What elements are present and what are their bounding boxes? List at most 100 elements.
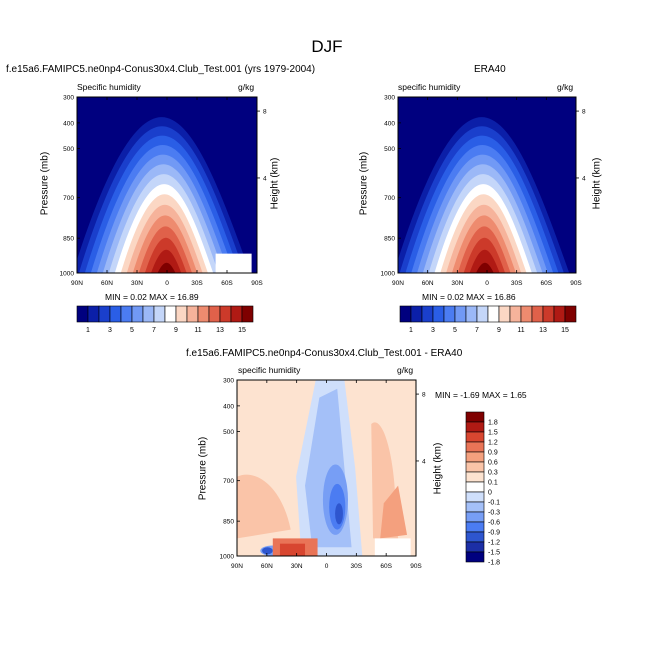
colorbar-left-swatch (208, 305, 221, 323)
panel3-y-tick-label: 500 (223, 429, 234, 436)
panel1-x-tick-label: 90N (71, 280, 83, 287)
panel2-x-tick-label: 60S (541, 280, 553, 287)
colorbar-right-label: 11 (517, 327, 524, 334)
colorbar-right-swatch (421, 305, 434, 323)
panel1-x-tick-label: 30S (191, 280, 203, 287)
colorbar-diff-label: 0.3 (488, 470, 498, 477)
colorbar-left-swatch (153, 305, 166, 323)
colorbar-right-swatch (399, 305, 412, 323)
colorbar-right-label: 13 (539, 327, 547, 334)
colorbar-right-label: 9 (497, 327, 501, 334)
panel1-y-tick-label: 700 (63, 195, 74, 202)
panel2-plot (397, 96, 577, 274)
panel1-y-tick-label: 300 (63, 95, 74, 102)
panel2-y-tick-label: 850 (384, 236, 395, 243)
colorbar-right-swatch (410, 305, 423, 323)
panel3-units-label: g/kg (397, 365, 414, 375)
colorbar-diff-label: -0.3 (488, 510, 500, 517)
colorbar-diff-label: -1.8 (488, 560, 500, 567)
panel3-anomaly-pos-5 (279, 543, 306, 556)
colorbar-right-swatch (454, 305, 467, 323)
panel3-stats: MIN = -1.69 MAX = 1.65 (435, 390, 527, 400)
colorbar-diff-swatch (465, 421, 485, 433)
panel2-stats: MIN = 0.02 MAX = 16.86 (422, 292, 516, 302)
panel3-missing-data-region (374, 538, 411, 556)
panel3-anomaly-neg-5 (335, 503, 343, 525)
colorbar-left-label: 5 (130, 327, 134, 334)
panel2-y-tick-label: 300 (384, 95, 395, 102)
figure-title: DJF (311, 37, 343, 56)
panel2-height-tick-label: 4 (582, 175, 586, 182)
colorbar-diff-swatch (465, 531, 485, 543)
panel3-x-tick-label: 30S (351, 563, 363, 570)
panel1-height-tick-label: 8 (263, 109, 267, 116)
panel2-variable-label: specific humidity (398, 82, 461, 92)
colorbar-diff-swatch (465, 411, 485, 423)
panel1-x-tick-label: 30N (131, 280, 143, 287)
panel2-y-tick-label: 500 (384, 146, 395, 153)
panel1-units-label: g/kg (238, 82, 255, 92)
colorbar-left-swatch (164, 305, 177, 323)
colorbar-left-label: 13 (216, 327, 224, 334)
colorbar-diff-label: 0.1 (488, 480, 498, 487)
colorbar-right-label: 15 (561, 327, 569, 334)
colorbar-right-label: 5 (453, 327, 457, 334)
colorbar-right-swatch (509, 305, 522, 323)
colorbar-left-swatch (131, 305, 144, 323)
panel3-y-tick-label: 700 (223, 478, 234, 485)
colorbar-left-label: 15 (238, 327, 246, 334)
panel3-anomaly-pos-2 (380, 485, 408, 539)
panel2-title: ERA40 (474, 64, 506, 75)
panel1-missing-data-region (215, 253, 252, 273)
colorbar-diff-label: 1.5 (488, 430, 498, 437)
panel1-y-tick-label: 500 (63, 146, 74, 153)
panel3-x-tick-label: 90S (410, 563, 422, 570)
panel3-x-tick-label: 60S (380, 563, 392, 570)
panel2-contour-level-14 (469, 249, 500, 273)
colorbar-diff-label: -1.5 (488, 550, 500, 557)
panel3-anomaly-neg-7 (262, 547, 273, 555)
panel2-units-label: g/kg (557, 82, 574, 92)
colorbar-right-swatch (487, 305, 500, 323)
panel1-y-tick-label: 850 (63, 236, 74, 243)
colorbar-right-swatch (476, 305, 489, 323)
colorbar-diff-swatch (465, 461, 485, 473)
panel1-y-tick-label: 400 (63, 120, 74, 127)
colorbar-diff-label: -1.2 (488, 540, 500, 547)
colorbar-diff-label: 0 (488, 490, 492, 497)
colorbar-diff-label: 1.2 (488, 440, 498, 447)
panel3-y-tick-label: 400 (223, 403, 234, 410)
colorbar-left-swatch (175, 305, 188, 323)
panel2-x-tick-label: 0 (485, 280, 489, 287)
colorbar-right-swatch (553, 305, 566, 323)
colorbar-left-label: 9 (174, 327, 178, 334)
panel1-x-tick-label: 60N (101, 280, 113, 287)
colorbar-right-swatch (520, 305, 533, 323)
colorbar-diff-swatch (465, 481, 485, 493)
panel2-y-tick-label: 400 (384, 120, 395, 127)
colorbar-right-swatch (531, 305, 544, 323)
panel3-plot (236, 379, 417, 557)
panel2-x-tick-label: 30S (511, 280, 523, 287)
panel3-x-tick-label: 30N (291, 563, 303, 570)
colorbar-right-swatch (432, 305, 445, 323)
panel2-x-tick-label: 90S (570, 280, 582, 287)
panel3-y-tick-label: 850 (223, 519, 234, 526)
colorbar-right-label: 1 (409, 327, 413, 334)
panel1-variable-label: Specific humidity (77, 82, 141, 92)
panel2-y-tick-label: 700 (384, 195, 395, 202)
colorbar-left-swatch (87, 305, 100, 323)
colorbar-diff-swatch (465, 521, 485, 533)
panel3-variable-label: specific humidity (238, 365, 301, 375)
panel3-y-tick-label: 300 (223, 378, 234, 385)
colorbar-left-swatch (219, 305, 232, 323)
colorbar-left-swatch (98, 305, 111, 323)
colorbar-diff-swatch (465, 451, 485, 463)
panel2-height-tick-label: 8 (582, 109, 586, 116)
colorbar-right-label: 3 (431, 327, 435, 334)
colorbar-diff-swatch (465, 551, 485, 563)
colorbar-left-label: 3 (108, 327, 112, 334)
panel3-y-tick-label: 1000 (220, 554, 235, 561)
colorbar-diff-swatch (465, 541, 485, 553)
panel2-contour-level-15 (475, 262, 494, 273)
